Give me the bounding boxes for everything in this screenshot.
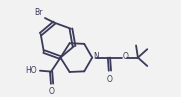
Text: O: O bbox=[49, 87, 55, 96]
Text: O: O bbox=[123, 52, 129, 61]
Text: O: O bbox=[107, 75, 113, 84]
Text: HO: HO bbox=[26, 66, 37, 75]
Text: Br: Br bbox=[35, 8, 43, 17]
Text: N: N bbox=[93, 52, 99, 61]
